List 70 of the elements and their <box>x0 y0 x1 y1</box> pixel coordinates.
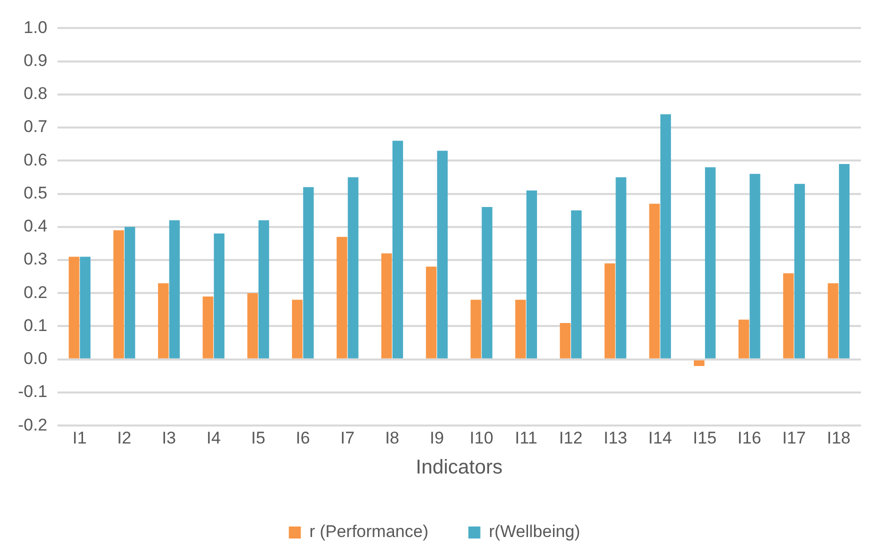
y-tick-label: -0.2 <box>18 415 48 434</box>
bar <box>470 300 482 358</box>
bar <box>649 204 660 358</box>
x-tick-label: I9 <box>430 428 444 448</box>
x-tick-label: I8 <box>385 428 400 448</box>
y-tick-label: 0.7 <box>24 117 48 136</box>
bar <box>526 190 538 358</box>
bar <box>348 177 358 358</box>
bar <box>571 210 582 358</box>
x-tick-label: I3 <box>162 428 176 448</box>
x-tick-label: I18 <box>826 428 850 448</box>
bar <box>258 220 270 358</box>
bar <box>660 114 671 358</box>
x-tick-label: I1 <box>72 428 87 448</box>
bar <box>202 296 214 358</box>
bar <box>113 230 124 358</box>
bar <box>515 300 526 358</box>
bar <box>482 207 492 358</box>
x-tick-label: I2 <box>117 428 132 448</box>
x-tick-label: I7 <box>340 428 355 448</box>
x-tick-label: I5 <box>251 428 266 448</box>
x-tick-label: I12 <box>558 428 583 448</box>
x-tick-label: I16 <box>738 428 762 448</box>
bar <box>169 220 180 358</box>
bar <box>336 236 348 358</box>
bar <box>426 266 437 358</box>
bar <box>392 140 404 358</box>
bar <box>738 320 750 358</box>
x-tick-label: I6 <box>296 428 310 448</box>
bar <box>68 256 80 358</box>
y-tick-label: 0.6 <box>24 150 48 170</box>
y-tick-label: 0.0 <box>24 349 48 368</box>
bar <box>604 263 616 358</box>
y-tick-label: 0.3 <box>24 250 48 269</box>
y-tick-label: 0.5 <box>24 183 48 202</box>
bar <box>560 322 570 358</box>
x-tick-label: I14 <box>648 428 672 448</box>
bar <box>783 273 794 358</box>
y-tick-label: 0.2 <box>24 282 48 302</box>
x-tick-label: I4 <box>206 428 221 448</box>
legend-label: r (Performance) <box>309 522 428 542</box>
x-tick-label: I17 <box>782 428 806 448</box>
bar <box>80 256 90 358</box>
bar <box>381 253 392 358</box>
y-tick-label: 0.4 <box>24 216 48 236</box>
x-axis-title: Indicators <box>416 456 503 479</box>
x-tick-label: I15 <box>692 428 717 448</box>
bar <box>124 226 136 358</box>
legend-label: r(Wellbeing) <box>488 522 580 542</box>
bar <box>705 167 716 358</box>
bar <box>303 187 314 358</box>
x-tick-label: I11 <box>514 428 538 448</box>
x-tick-label: I13 <box>604 428 628 448</box>
y-tick-label: -0.1 <box>18 382 48 402</box>
y-tick-label: 0.1 <box>24 316 48 335</box>
y-tick-label: 0.8 <box>24 84 48 104</box>
bar <box>794 184 805 358</box>
bar <box>247 293 258 358</box>
bar <box>616 177 626 358</box>
bar <box>750 174 760 358</box>
bar <box>292 300 303 358</box>
bar <box>214 234 224 358</box>
bar <box>158 283 169 358</box>
y-tick-label: 0.9 <box>24 51 48 70</box>
bar <box>828 283 838 358</box>
y-tick-label: 1.0 <box>24 18 48 37</box>
bar <box>838 164 850 358</box>
x-tick-label: I10 <box>470 428 494 448</box>
bar <box>694 360 704 366</box>
bar <box>437 150 448 358</box>
